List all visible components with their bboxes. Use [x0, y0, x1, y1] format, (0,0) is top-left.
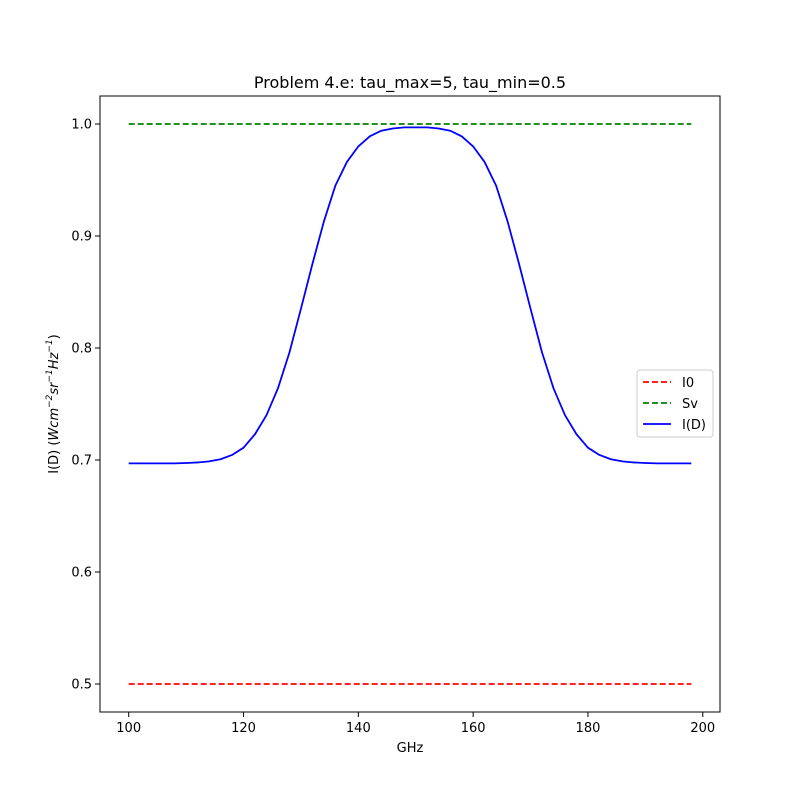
chart-title: Problem 4.e: tau_max=5, tau_min=0.5	[254, 73, 566, 93]
y-axis-label: I(D) (Wcm−2sr−1Hz−1)	[45, 334, 62, 474]
y-axis-label-unit-w: Wcm	[47, 408, 62, 441]
plot-frame	[99, 95, 721, 713]
y-axis-label-exp-3: −1	[45, 339, 55, 352]
y-axis-label-exp-2: −1	[45, 369, 55, 382]
y-axis-label-exp-1: −2	[45, 394, 55, 408]
x-tick-label: 100	[116, 721, 141, 736]
y-axis: 0.5 0.6 0.7 0.8 0.9 1.0	[71, 118, 100, 693]
y-tick-label: 1.0	[71, 118, 92, 133]
x-axis: 100 120 140 160 180 200	[116, 712, 715, 736]
y-tick-label: 0.6	[71, 566, 92, 581]
series-line-i-d	[128, 126, 692, 465]
legend: I0 Sv I(D)	[636, 369, 714, 438]
y-axis-label-suffix: )	[47, 334, 62, 339]
y-tick-label: 0.8	[71, 342, 92, 357]
x-tick-label: 200	[690, 721, 715, 736]
legend-label-i0: I0	[682, 376, 694, 391]
y-axis-label-prefix: I(D) (	[47, 441, 62, 474]
x-axis-label: GHz	[397, 741, 424, 756]
series-layer	[128, 123, 692, 685]
legend-box	[636, 369, 714, 438]
plot-area	[100, 96, 720, 712]
x-tick-label: 160	[461, 721, 486, 736]
legend-label-sv: Sv	[682, 397, 698, 412]
y-axis-label-unit-sr: sr	[47, 381, 62, 395]
x-tick-label: 140	[346, 721, 371, 736]
y-tick-label: 0.5	[71, 678, 92, 693]
x-tick-label: 120	[231, 721, 256, 736]
y-tick-label: 0.7	[71, 454, 92, 469]
x-tick-label: 180	[576, 721, 601, 736]
legend-label-i-d: I(D)	[682, 418, 706, 433]
y-tick-label: 0.9	[71, 230, 92, 245]
y-axis-label-unit-hz: Hz	[47, 351, 62, 369]
